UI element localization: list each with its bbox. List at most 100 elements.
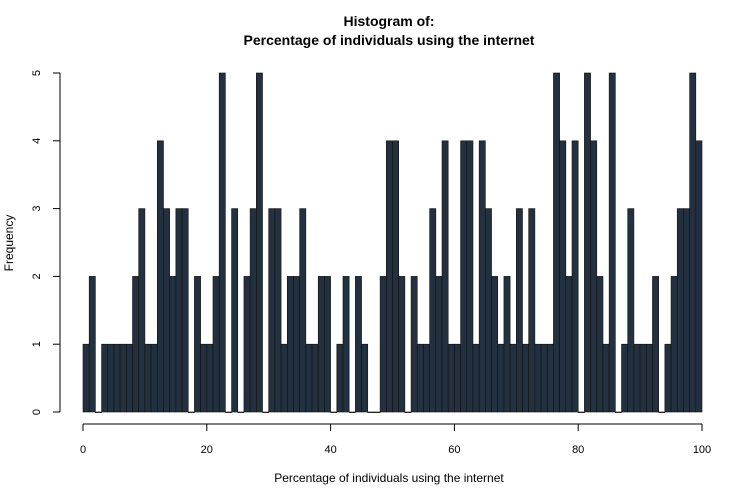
x-tick-label: 20 — [201, 444, 213, 456]
histogram-bar — [546, 343, 554, 413]
histogram-bar — [416, 343, 424, 413]
x-tick-label: 100 — [693, 444, 711, 456]
y-tick-label: 4 — [31, 138, 43, 144]
histogram-bar — [404, 411, 412, 413]
histogram-bar — [348, 411, 356, 413]
histogram-bar — [212, 276, 220, 413]
histogram-bar — [695, 140, 703, 413]
bars-group — [82, 72, 703, 413]
x-tick-label: 60 — [448, 444, 460, 456]
histogram-bar — [95, 411, 102, 413]
histogram-bar — [101, 343, 109, 413]
histogram-bar — [596, 276, 604, 413]
histogram-bar — [336, 343, 344, 413]
histogram-bar — [138, 208, 146, 413]
histogram-bar — [132, 276, 140, 413]
histogram-bar — [652, 276, 659, 413]
histogram-bar — [515, 208, 523, 413]
histogram-bar — [639, 343, 647, 413]
histogram-bar — [82, 343, 90, 413]
histogram-bar — [126, 343, 133, 413]
y-tick-label: 3 — [31, 206, 43, 212]
histogram-bar — [163, 208, 170, 413]
histogram-bar — [187, 411, 195, 413]
histogram-bar — [231, 208, 239, 413]
histogram-bar — [466, 140, 474, 413]
chart-title-line-2: Percentage of individuals using the inte… — [244, 32, 535, 48]
histogram-bar — [497, 343, 505, 413]
histogram-bar — [584, 72, 591, 413]
histogram-bar — [627, 208, 635, 413]
x-axis-label: Percentage of individuals using the inte… — [274, 471, 504, 485]
histogram-bar — [670, 276, 678, 413]
y-axis-label: Frequency — [2, 215, 16, 272]
histogram-bar — [689, 72, 697, 413]
histogram-bar — [478, 140, 486, 413]
histogram-bar — [243, 276, 251, 413]
histogram-bar — [429, 208, 437, 413]
histogram-bar — [305, 343, 313, 413]
histogram-bar — [386, 140, 393, 413]
histogram-bar — [392, 140, 399, 413]
histogram-bar — [615, 411, 622, 413]
histogram-bar — [274, 208, 282, 413]
histogram-bar — [577, 411, 585, 413]
histogram-bar — [398, 276, 406, 413]
histogram-bar — [447, 343, 455, 413]
histogram-bar — [633, 343, 641, 413]
y-axis: 0 1 2 3 4 5 — [31, 70, 61, 415]
histogram-bar — [299, 208, 307, 413]
histogram-bar — [311, 343, 319, 413]
y-tick-label: 5 — [31, 70, 43, 76]
histogram-bar — [206, 343, 214, 413]
y-tick-label: 1 — [31, 341, 43, 347]
histogram-bar — [460, 140, 468, 413]
histogram-bar — [218, 72, 226, 413]
histogram-bar — [676, 208, 684, 413]
histogram-bar — [528, 208, 536, 413]
histogram-bar — [237, 411, 245, 413]
histogram-bar — [169, 276, 177, 413]
histogram-bar — [645, 343, 653, 413]
histogram-bar — [571, 140, 579, 413]
histogram-bar — [441, 140, 449, 413]
histogram-bar — [553, 72, 560, 413]
histogram-bar — [194, 276, 201, 413]
histogram-bar — [664, 343, 672, 413]
histogram-bar — [621, 343, 629, 413]
histogram-bar — [472, 343, 480, 413]
y-tick-label: 2 — [31, 273, 43, 279]
x-axis: 0 20 40 60 80 100 — [80, 423, 711, 456]
histogram-bar — [225, 411, 232, 413]
histogram-bar — [256, 72, 263, 413]
histogram-bar — [113, 343, 121, 413]
histogram-bar — [454, 343, 461, 413]
histogram-bar — [150, 343, 158, 413]
histogram-bar — [156, 140, 164, 413]
histogram-bar — [119, 343, 127, 413]
histogram-bar — [435, 276, 443, 413]
histogram-bar — [181, 208, 189, 413]
histogram-bar — [534, 343, 542, 413]
histogram-bar — [367, 411, 375, 413]
x-tick-label: 0 — [80, 444, 86, 456]
x-tick-label: 40 — [324, 444, 336, 456]
histogram-bar — [293, 276, 300, 413]
histogram-bar — [522, 343, 529, 413]
x-tick-label: 80 — [572, 444, 584, 456]
histogram-bar — [410, 276, 418, 413]
histogram-bar — [342, 276, 350, 413]
histogram-bar — [144, 343, 152, 413]
histogram-bar — [485, 208, 492, 413]
histogram-bar — [200, 343, 208, 413]
histogram-bar — [590, 140, 598, 413]
histogram-bar — [107, 343, 115, 413]
histogram-bar — [602, 343, 610, 413]
histogram-bar — [540, 343, 548, 413]
histogram-bar — [491, 276, 499, 413]
histogram-bar — [249, 208, 257, 413]
histogram-bar — [373, 411, 381, 413]
histogram-bar — [286, 276, 294, 413]
histogram-bar — [175, 208, 183, 413]
histogram-bar — [262, 411, 270, 413]
